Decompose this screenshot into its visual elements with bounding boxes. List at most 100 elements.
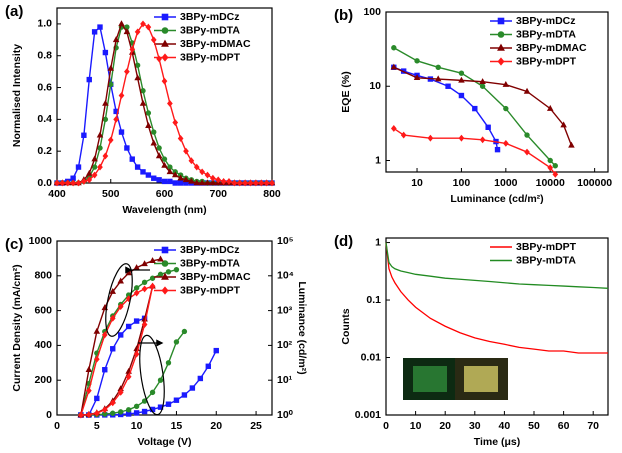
y-tick-label: 0.001 [355, 409, 381, 421]
x-axis-label: Luminance (cd/m²) [450, 193, 543, 205]
data-point [188, 157, 195, 165]
x-tick-label: 5 [94, 420, 100, 432]
data-point [189, 385, 196, 391]
series-line [385, 242, 608, 354]
panel-label: (d) [334, 233, 353, 250]
data-point [209, 179, 217, 186]
series-line [393, 127, 556, 175]
data-point [129, 156, 135, 162]
data-point [118, 20, 125, 27]
data-point [236, 179, 243, 187]
series-line [80, 286, 154, 416]
x-tick-label: 20 [210, 420, 222, 432]
data-point [220, 177, 227, 185]
legend-marker [161, 246, 169, 254]
data-point [165, 269, 172, 275]
data-point [524, 132, 530, 138]
data-point [133, 350, 140, 358]
data-point [198, 179, 206, 186]
data-point [149, 389, 156, 396]
data-point [54, 179, 60, 187]
data-point [134, 164, 141, 170]
data-point [560, 121, 567, 128]
x-tick-label: 800 [263, 188, 281, 200]
data-point [183, 147, 189, 155]
data-point [435, 64, 441, 70]
legend-marker [161, 260, 169, 267]
series-line [80, 285, 153, 416]
data-point [109, 287, 117, 294]
data-point [524, 148, 530, 156]
x-tick-label: 700 [209, 188, 227, 200]
data-point [552, 170, 559, 178]
x-tick-label: 0 [383, 420, 389, 432]
y2-tick-label: 10² [277, 339, 293, 351]
data-point [93, 355, 100, 363]
y-tick-label: 0.0 [37, 177, 52, 189]
data-point [204, 179, 211, 186]
data-point [205, 363, 211, 369]
x-tick-label: 100000 [577, 177, 612, 189]
data-point [231, 179, 238, 187]
data-point [134, 62, 141, 68]
y2-tick-label: 10¹ [277, 374, 293, 386]
data-point [182, 176, 190, 183]
data-point [165, 401, 172, 407]
data-point [193, 179, 201, 186]
data-point [93, 409, 100, 417]
data-point [177, 180, 184, 186]
data-point [107, 64, 115, 71]
data-point [167, 100, 173, 107]
series-line [393, 66, 499, 150]
panel-label: (b) [334, 7, 353, 24]
data-point [177, 135, 184, 142]
data-point [75, 164, 82, 170]
legend-marker [161, 13, 169, 21]
data-point [568, 141, 575, 148]
legend-marker [497, 57, 505, 66]
y-tick-label: 1000 [29, 235, 53, 247]
data-point [173, 397, 180, 403]
data-point [494, 146, 501, 153]
x-tick-label: 30 [469, 420, 481, 432]
y-axis-label: EQE (%) [340, 71, 352, 112]
photo-yellow-glow [464, 366, 498, 392]
data-point [204, 171, 211, 179]
data-point [400, 131, 407, 139]
data-point [155, 152, 163, 159]
data-point [102, 49, 109, 56]
x-tick-label: 50 [528, 420, 540, 432]
data-point [118, 92, 125, 99]
data-point [141, 408, 148, 415]
x-tick-label: 10 [411, 177, 423, 189]
data-point [102, 367, 108, 373]
panel-label: (c) [5, 236, 23, 253]
data-point [546, 104, 554, 111]
data-point [124, 68, 130, 76]
data-point [390, 125, 397, 132]
data-point [269, 179, 275, 187]
data-point [434, 75, 442, 82]
data-point [458, 76, 465, 83]
data-point [390, 63, 398, 70]
y-tick-label: 100 [363, 6, 381, 18]
y-tick-label: 0.1 [366, 294, 381, 306]
data-point [112, 36, 120, 43]
data-point [523, 87, 531, 94]
data-point [81, 132, 87, 138]
y-axis-label: Counts [340, 308, 352, 344]
data-point [118, 332, 124, 338]
data-point [215, 176, 222, 184]
data-point [199, 168, 205, 176]
legend-marker [161, 286, 169, 295]
data-point [193, 163, 200, 171]
legend-marker [497, 17, 505, 25]
data-point [86, 76, 92, 83]
data-point [75, 179, 82, 187]
data-point [109, 399, 116, 407]
y2-tick-label: 10⁰ [277, 409, 294, 421]
y-tick-label: 0.2 [37, 145, 52, 157]
data-point [117, 388, 124, 396]
data-point [150, 36, 157, 44]
